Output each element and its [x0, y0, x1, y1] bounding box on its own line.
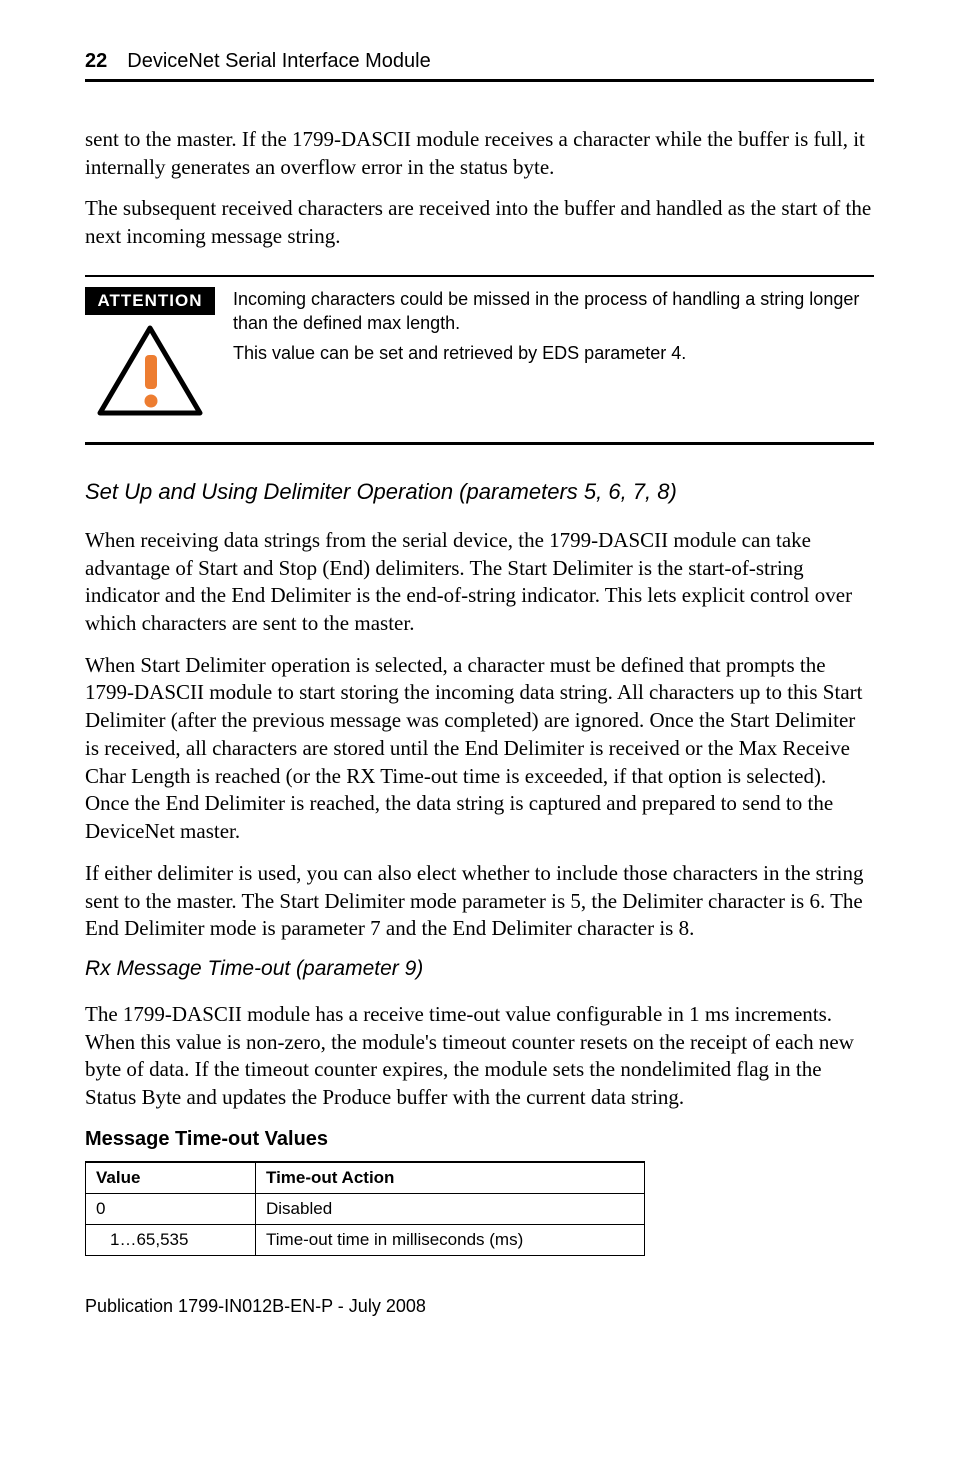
- attention-badge: ATTENTION: [85, 287, 215, 315]
- warning-triangle-icon: [85, 323, 215, 424]
- rx-heading: Rx Message Time-out (parameter 9): [85, 957, 874, 981]
- attention-text-1: Incoming characters could be missed in t…: [233, 287, 874, 336]
- cell-value: 0: [86, 1193, 256, 1224]
- attention-text-2: This value can be set and retrieved by E…: [233, 341, 874, 365]
- delimiter-p1: When receiving data strings from the ser…: [85, 527, 874, 638]
- table-row: 1…65,535 Time-out time in milliseconds (…: [86, 1224, 645, 1255]
- cell-value: 1…65,535: [86, 1224, 256, 1255]
- table-row: 0 Disabled: [86, 1193, 645, 1224]
- table-header-row: Value Time-out Action: [86, 1162, 645, 1194]
- timeout-table: Value Time-out Action 0 Disabled 1…65,53…: [85, 1161, 645, 1256]
- publication-footer: Publication 1799-IN012B-EN-P - July 2008: [85, 1296, 874, 1317]
- intro-p2: The subsequent received characters are r…: [85, 195, 874, 250]
- attention-text: Incoming characters could be missed in t…: [215, 287, 874, 424]
- delimiter-p2: When Start Delimiter operation is select…: [85, 652, 874, 846]
- page-header-title: DeviceNet Serial Interface Module: [127, 50, 430, 73]
- delimiter-p3: If either delimiter is used, you can als…: [85, 860, 874, 943]
- page-number: 22: [85, 50, 107, 73]
- intro-p1: sent to the master. If the 1799-DASCII m…: [85, 126, 874, 181]
- delimiter-heading: Set Up and Using Delimiter Operation (pa…: [85, 479, 874, 505]
- col-action: Time-out Action: [256, 1162, 645, 1194]
- rx-p1: The 1799-DASCII module has a receive tim…: [85, 1001, 874, 1112]
- attention-left: ATTENTION: [85, 287, 215, 424]
- page-header: 22 DeviceNet Serial Interface Module: [85, 50, 874, 82]
- cell-action: Time-out time in milliseconds (ms): [256, 1224, 645, 1255]
- col-value: Value: [86, 1162, 256, 1194]
- attention-block: ATTENTION Incoming characters could be m…: [85, 275, 874, 445]
- table-title: Message Time-out Values: [85, 1128, 874, 1151]
- cell-action: Disabled: [256, 1193, 645, 1224]
